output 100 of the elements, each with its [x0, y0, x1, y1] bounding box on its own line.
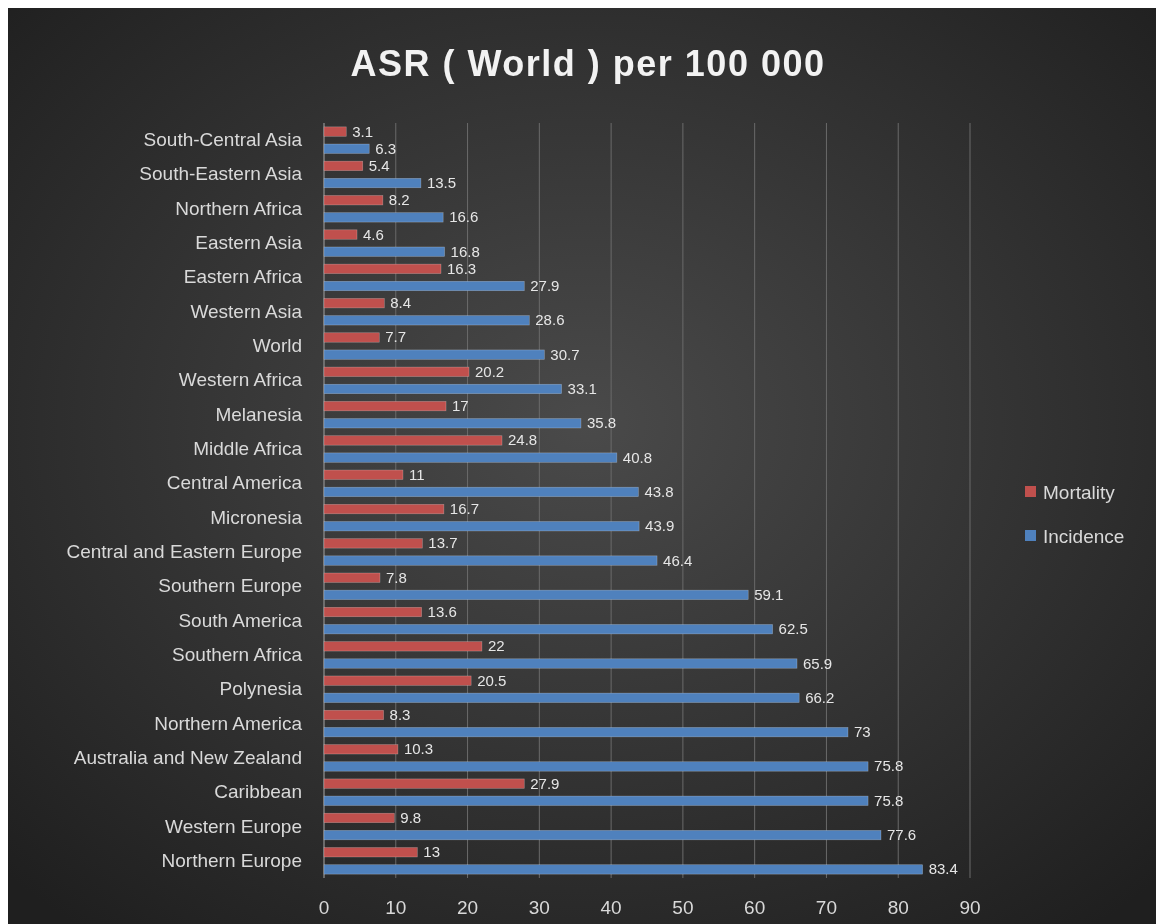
- y-tick-label: Melanesia: [215, 403, 303, 425]
- bar: [323, 847, 418, 858]
- bar: [323, 212, 444, 223]
- y-tick-label: Western Africa: [178, 369, 303, 391]
- y-tick-label: South-Central Asia: [143, 129, 303, 151]
- bar: [323, 486, 639, 497]
- data-label: 28.6: [535, 311, 565, 329]
- bar: [323, 349, 545, 360]
- bar: [323, 778, 525, 789]
- x-tick-label: 70: [815, 897, 838, 918]
- data-label: 16.7: [449, 500, 480, 518]
- x-tick-label: 50: [672, 897, 694, 918]
- bar: [323, 298, 385, 309]
- bar: [323, 864, 923, 875]
- x-tick-label: 10: [385, 897, 407, 918]
- bar: [323, 469, 404, 480]
- data-label: 8.4: [390, 294, 412, 312]
- data-label: 22: [487, 637, 505, 655]
- bar: [323, 709, 384, 721]
- data-label: 6.3: [375, 139, 397, 157]
- data-label: 20.2: [474, 362, 505, 380]
- y-tick-label: Northern Africa: [175, 197, 303, 219]
- bar: [323, 675, 472, 686]
- bar: [323, 383, 562, 394]
- data-label: 16.8: [450, 242, 480, 260]
- y-tick-label: Micronesia: [210, 506, 303, 528]
- data-label: 66.2: [805, 688, 835, 706]
- legend-label: Mortality: [1043, 482, 1116, 503]
- bar: [323, 830, 882, 841]
- data-label: 24.8: [508, 431, 538, 449]
- y-tick-label: Northern America: [154, 712, 303, 734]
- data-label: 43.8: [644, 482, 674, 500]
- y-tick-label: Polynesia: [219, 678, 303, 700]
- bar: [323, 452, 618, 463]
- data-label: 20.5: [477, 671, 507, 689]
- x-tick-label: 60: [744, 897, 766, 918]
- bar: [323, 178, 422, 189]
- chart-title: ASR ( World ) per 100 000: [350, 43, 826, 84]
- y-tick-label: Central America: [166, 472, 303, 494]
- data-label: 77.6: [887, 826, 917, 844]
- x-tick-label: 30: [528, 897, 550, 918]
- y-tick-label: Western Europe: [165, 815, 302, 837]
- data-label: 8.3: [389, 705, 411, 723]
- x-tick-label: 40: [600, 897, 622, 918]
- y-tick-label: Australia and New Zealand: [73, 746, 302, 768]
- data-label: 35.8: [586, 414, 617, 432]
- x-tick-label: 0: [318, 897, 330, 918]
- y-tick-label: Western Asia: [190, 300, 303, 322]
- data-label: 40.8: [622, 448, 653, 466]
- data-label: 13.7: [428, 534, 458, 552]
- bar: [323, 366, 470, 377]
- bar: [323, 538, 423, 549]
- y-tick-label: Eastern Africa: [183, 266, 303, 288]
- y-tick-label: Eastern Asia: [195, 232, 303, 254]
- bar: [323, 727, 849, 738]
- data-label: 9.8: [400, 808, 422, 826]
- bar: [323, 263, 442, 274]
- bar: [323, 435, 503, 446]
- data-label: 75.8: [874, 791, 904, 809]
- data-label: 5.4: [368, 156, 390, 174]
- bar: [323, 143, 370, 154]
- bar: [323, 589, 749, 600]
- data-label: 65.9: [803, 654, 833, 672]
- data-label: 13: [423, 843, 440, 861]
- bar: [323, 761, 869, 772]
- bar: [323, 692, 800, 703]
- y-tick-label: Central and Eastern Europe: [66, 540, 302, 562]
- data-label: 16.6: [449, 208, 479, 226]
- bar: [323, 641, 483, 652]
- data-label: 10.3: [403, 740, 434, 758]
- data-label: 4.6: [363, 225, 384, 243]
- data-label: 7.7: [385, 328, 407, 346]
- bar: [323, 744, 399, 755]
- x-tick-label: 20: [456, 897, 479, 918]
- data-label: 62.5: [778, 620, 808, 638]
- data-label: 8.2: [388, 191, 410, 209]
- y-tick-label: Southern Europe: [158, 575, 302, 597]
- bar: [323, 418, 582, 429]
- y-tick-label: Middle Africa: [193, 438, 303, 460]
- y-tick-label: South-Eastern Asia: [139, 163, 303, 185]
- bar: [323, 555, 658, 566]
- bar: [323, 624, 773, 635]
- bar: [323, 795, 869, 806]
- data-label: 33.1: [567, 379, 597, 397]
- y-tick-label: Northern Europe: [161, 849, 302, 871]
- data-label: 13.5: [426, 174, 457, 192]
- bar: [323, 607, 422, 618]
- data-label: 11: [408, 465, 425, 483]
- y-tick-label: Southern Africa: [172, 643, 303, 665]
- data-label: 59.1: [754, 585, 784, 603]
- data-label: 27.9: [530, 277, 560, 295]
- data-label: 13.6: [427, 603, 457, 621]
- x-tick-label: 80: [887, 897, 909, 918]
- y-tick-label: Caribbean: [214, 781, 302, 803]
- y-tick-label: World: [252, 335, 302, 357]
- bar: [323, 280, 525, 292]
- data-label: 16.3: [447, 259, 477, 277]
- bar: [323, 658, 798, 669]
- y-tick-label: South America: [178, 609, 303, 631]
- text: Incidence: [1043, 526, 1125, 547]
